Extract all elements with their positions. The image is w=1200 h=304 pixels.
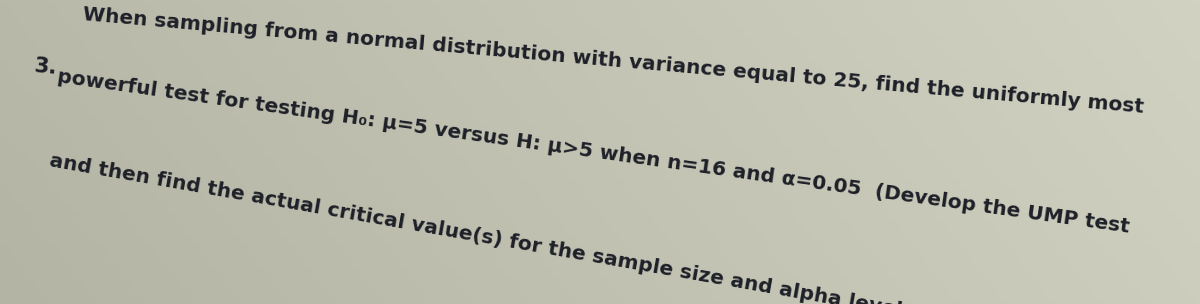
Text: When sampling from a normal distribution with variance equal to 25, find the uni: When sampling from a normal distribution… bbox=[82, 5, 1145, 117]
Text: 3.: 3. bbox=[34, 56, 59, 78]
Text: powerful test for testing H₀: μ=5 versus H⁡: μ>5 when n=16 and α=0.05  (Develop : powerful test for testing H₀: μ=5 versus… bbox=[56, 67, 1132, 237]
Text: and then find the actual critical value(s) for the sample size and alpha level g: and then find the actual critical value(… bbox=[48, 151, 989, 304]
